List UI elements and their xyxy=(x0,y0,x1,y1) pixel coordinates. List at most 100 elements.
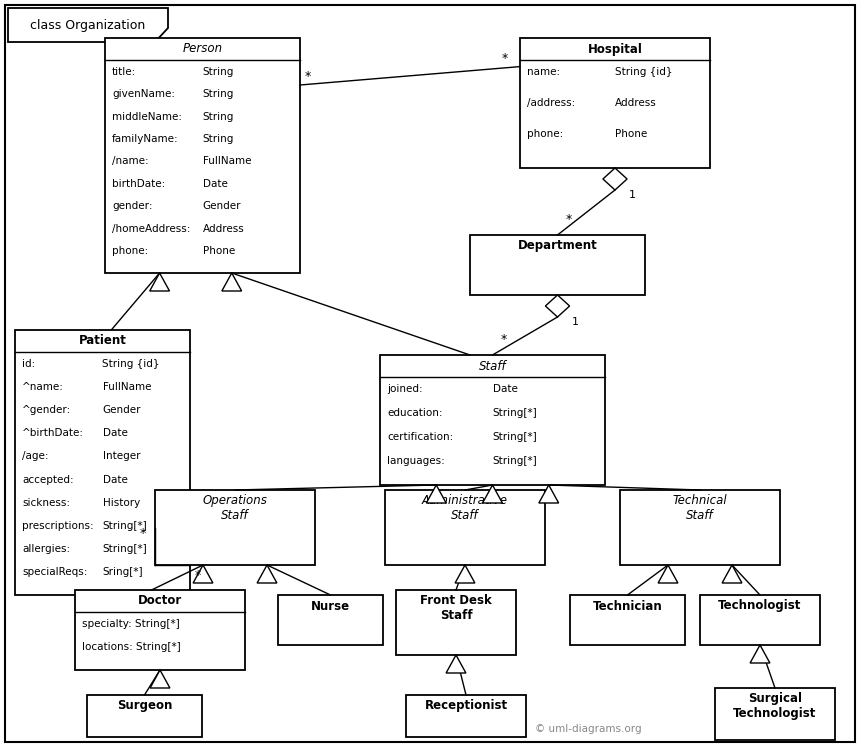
Text: String {id}: String {id} xyxy=(615,67,673,77)
Text: Technologist: Technologist xyxy=(718,600,802,613)
Text: Address: Address xyxy=(615,98,657,108)
Text: id:: id: xyxy=(22,359,35,369)
Text: Surgical
Technologist: Surgical Technologist xyxy=(734,692,817,720)
Text: /age:: /age: xyxy=(22,451,48,462)
Polygon shape xyxy=(545,295,569,317)
Text: Phone: Phone xyxy=(202,246,235,256)
Text: *: * xyxy=(140,527,146,541)
Bar xyxy=(105,38,300,273)
Text: *: * xyxy=(566,213,572,226)
Text: String[*]: String[*] xyxy=(493,408,538,418)
Text: prescriptions:: prescriptions: xyxy=(22,521,94,531)
Text: joined:: joined: xyxy=(387,384,422,394)
Text: String: String xyxy=(202,67,234,77)
Bar xyxy=(278,595,383,645)
Bar xyxy=(155,490,315,565)
Text: Operations
Staff: Operations Staff xyxy=(203,494,267,522)
Text: Front Desk
Staff: Front Desk Staff xyxy=(421,594,492,622)
Bar xyxy=(406,695,526,737)
Text: title:: title: xyxy=(112,67,136,77)
Text: Date: Date xyxy=(493,384,518,394)
Text: /name:: /name: xyxy=(112,156,149,167)
Polygon shape xyxy=(8,8,168,42)
Polygon shape xyxy=(539,485,559,503)
Bar xyxy=(715,688,835,740)
Text: Date: Date xyxy=(202,179,227,189)
Text: Doctor: Doctor xyxy=(138,595,182,607)
Text: accepted:: accepted: xyxy=(22,474,74,485)
Text: /address:: /address: xyxy=(527,98,575,108)
Polygon shape xyxy=(658,565,678,583)
Text: *: * xyxy=(305,70,311,83)
Text: Administrative
Staff: Administrative Staff xyxy=(422,494,508,522)
Text: locations: String[*]: locations: String[*] xyxy=(82,642,181,652)
Text: Receptionist: Receptionist xyxy=(425,699,507,713)
Text: Technical
Staff: Technical Staff xyxy=(673,494,728,522)
Polygon shape xyxy=(603,168,627,190)
Text: birthDate:: birthDate: xyxy=(112,179,165,189)
Text: Staff: Staff xyxy=(479,359,507,373)
Bar xyxy=(75,590,245,670)
Text: class Organization: class Organization xyxy=(30,19,145,31)
Text: Department: Department xyxy=(518,240,598,252)
Text: phone:: phone: xyxy=(112,246,148,256)
Polygon shape xyxy=(446,655,466,673)
Text: specialReqs:: specialReqs: xyxy=(22,567,88,577)
Text: © uml-diagrams.org: © uml-diagrams.org xyxy=(535,724,642,734)
Text: String: String xyxy=(202,112,234,122)
Text: 1: 1 xyxy=(629,190,636,200)
Text: String: String xyxy=(202,90,234,99)
Text: String[*]: String[*] xyxy=(102,544,147,554)
Text: Technician: Technician xyxy=(593,600,662,613)
Text: specialty: String[*]: specialty: String[*] xyxy=(82,619,180,629)
Text: Date: Date xyxy=(102,428,127,438)
Text: /homeAddress:: /homeAddress: xyxy=(112,223,190,234)
Text: String[*]: String[*] xyxy=(493,432,538,442)
Text: middleName:: middleName: xyxy=(112,112,182,122)
Text: ^birthDate:: ^birthDate: xyxy=(22,428,84,438)
Bar xyxy=(570,595,685,645)
Text: certification:: certification: xyxy=(387,432,453,442)
Text: *: * xyxy=(501,333,507,346)
Text: Sring[*]: Sring[*] xyxy=(102,567,143,577)
Bar xyxy=(700,595,820,645)
Text: FullName: FullName xyxy=(202,156,251,167)
Bar xyxy=(380,355,605,485)
Text: gender:: gender: xyxy=(112,201,152,211)
Text: Hospital: Hospital xyxy=(587,43,642,55)
Text: String[*]: String[*] xyxy=(102,521,147,531)
Text: Gender: Gender xyxy=(102,405,141,415)
Text: sickness:: sickness: xyxy=(22,498,70,508)
Text: education:: education: xyxy=(387,408,443,418)
Text: Nurse: Nurse xyxy=(311,600,350,613)
Polygon shape xyxy=(482,485,502,503)
Text: Surgeon: Surgeon xyxy=(117,699,172,713)
Text: allergies:: allergies: xyxy=(22,544,71,554)
Text: name:: name: xyxy=(527,67,560,77)
Text: Phone: Phone xyxy=(615,129,648,140)
Text: String[*]: String[*] xyxy=(493,456,538,466)
Polygon shape xyxy=(427,485,446,503)
Text: Person: Person xyxy=(182,43,223,55)
Bar xyxy=(15,330,190,595)
Bar xyxy=(470,235,645,295)
Bar xyxy=(520,38,710,168)
Text: 1: 1 xyxy=(572,317,579,327)
Text: ^name:: ^name: xyxy=(22,382,64,392)
Text: String {id}: String {id} xyxy=(102,359,160,369)
Text: *: * xyxy=(195,569,201,582)
Polygon shape xyxy=(750,645,770,663)
Text: Patient: Patient xyxy=(78,335,126,347)
Text: Address: Address xyxy=(202,223,244,234)
Polygon shape xyxy=(257,565,277,583)
Bar xyxy=(87,695,202,737)
Polygon shape xyxy=(222,273,242,291)
Text: phone:: phone: xyxy=(527,129,563,140)
Text: String: String xyxy=(202,134,234,144)
Bar xyxy=(396,590,516,655)
Text: History: History xyxy=(102,498,139,508)
Polygon shape xyxy=(194,565,213,583)
Text: Integer: Integer xyxy=(102,451,140,462)
Text: Gender: Gender xyxy=(202,201,241,211)
Text: ^gender:: ^gender: xyxy=(22,405,71,415)
